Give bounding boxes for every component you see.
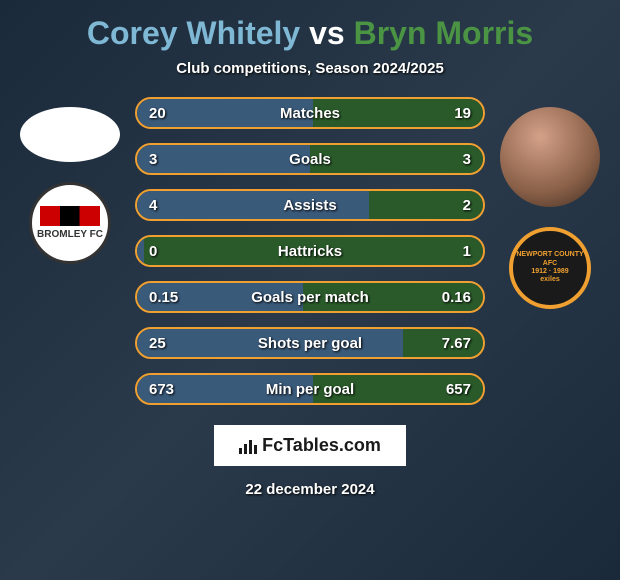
brand-badge: FcTables.com	[214, 425, 406, 466]
stat-row: 673 Min per goal 657	[135, 373, 485, 405]
badge-stripe	[40, 206, 100, 226]
stat-value-left: 3	[149, 151, 157, 168]
page-title: Corey Whitely vs Bryn Morris	[87, 15, 533, 52]
club-right-name: NEWPORT COUNTY AFC	[513, 251, 587, 268]
stat-value-left: 0.15	[149, 289, 178, 306]
stat-value-right: 19	[454, 105, 471, 122]
stat-label: Goals per match	[251, 289, 369, 306]
club-left-name: BROMLEY FC	[37, 229, 103, 240]
vs-text: vs	[309, 15, 345, 51]
stat-value-right: 0.16	[442, 289, 471, 306]
stat-value-right: 1	[463, 243, 471, 260]
stat-row: 4 Assists 2	[135, 189, 485, 221]
stat-value-left: 20	[149, 105, 166, 122]
stat-label: Goals	[289, 151, 331, 168]
comparison-card: Corey Whitely vs Bryn Morris Club compet…	[0, 0, 620, 580]
stat-value-left: 4	[149, 197, 157, 214]
right-column: NEWPORT COUNTY AFC 1912 · 1989 exiles	[495, 97, 605, 309]
club-badge-right: NEWPORT COUNTY AFC 1912 · 1989 exiles	[509, 227, 591, 309]
stat-value-right: 3	[463, 151, 471, 168]
date-text: 22 december 2024	[245, 481, 374, 498]
stat-fill-right	[310, 145, 483, 173]
content-row: BROMLEY FC 20Matches193Goals34Assists20H…	[0, 97, 620, 405]
stat-value-left: 673	[149, 381, 174, 398]
stat-row: 0 Hattricks 1	[135, 235, 485, 267]
stat-label: Hattricks	[278, 243, 342, 260]
stat-label: Matches	[280, 105, 340, 122]
player2-name: Bryn Morris	[354, 15, 534, 51]
stat-label: Min per goal	[266, 381, 354, 398]
stat-label: Shots per goal	[258, 335, 362, 352]
subtitle: Club competitions, Season 2024/2025	[176, 60, 444, 77]
stat-row: 20 Matches 19	[135, 97, 485, 129]
left-column: BROMLEY FC	[15, 97, 125, 264]
bars-icon	[239, 438, 257, 454]
stat-fill-left	[137, 145, 310, 173]
stats-column: 20Matches193Goals34Assists20Hattricks10.…	[135, 97, 485, 405]
stat-value-left: 25	[149, 335, 166, 352]
stat-value-left: 0	[149, 243, 157, 260]
stat-row: 3 Goals 3	[135, 143, 485, 175]
stat-label: Assists	[283, 197, 336, 214]
stat-value-right: 657	[446, 381, 471, 398]
stat-value-right: 2	[463, 197, 471, 214]
club-right-tag: exiles	[540, 276, 559, 284]
stat-fill-left	[137, 237, 144, 265]
player2-photo	[500, 107, 600, 207]
stat-row: 25 Shots per goal 7.67	[135, 327, 485, 359]
club-badge-left: BROMLEY FC	[29, 182, 111, 264]
player1-photo	[20, 107, 120, 162]
club-right-years: 1912 · 1989	[531, 268, 568, 276]
player1-name: Corey Whitely	[87, 15, 300, 51]
brand-text: FcTables.com	[262, 435, 381, 456]
stat-row: 0.15 Goals per match 0.16	[135, 281, 485, 313]
stat-value-right: 7.67	[442, 335, 471, 352]
